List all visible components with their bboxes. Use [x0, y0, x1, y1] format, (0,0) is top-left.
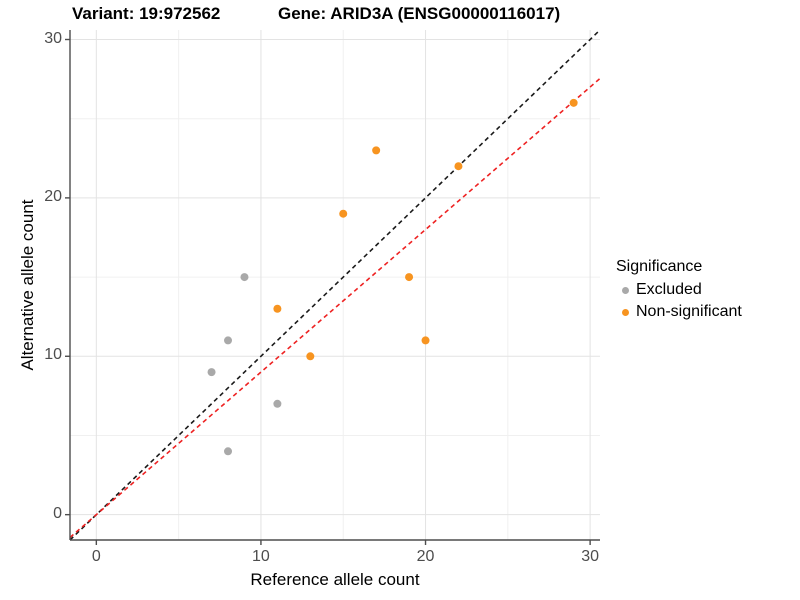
plot-panel — [65, 29, 601, 545]
identity-line — [69, 29, 601, 541]
legend-item: Excluded — [616, 279, 796, 301]
data-point — [273, 399, 282, 408]
variant-title: Variant: 19:972562 — [72, 4, 221, 23]
y-tick-label: 10 — [44, 346, 62, 364]
legend-item-label: Non-significant — [636, 303, 742, 320]
gene-title: Gene: ARID3A (ENSG00000116017) — [278, 4, 561, 23]
legend-key-swatch — [616, 303, 634, 321]
data-point — [372, 146, 381, 155]
legend-key-swatch — [616, 281, 634, 299]
plot-title-group: Variant: 19:972562 Gene: ARID3A (ENSG000… — [0, 0, 800, 30]
y-tick-label: 0 — [53, 504, 62, 522]
data-point — [405, 273, 414, 282]
data-point — [240, 273, 249, 282]
data-point — [569, 98, 578, 107]
fit-line — [69, 77, 601, 539]
data-point — [421, 336, 430, 345]
x-tick-label: 30 — [581, 548, 599, 565]
legend-item: Non-significant — [616, 301, 796, 323]
legend: Significance Excluded Non-significant — [616, 258, 796, 323]
legend-item-label: Excluded — [636, 281, 702, 298]
legend-items: Excluded Non-significant — [616, 279, 796, 323]
legend-dot-icon — [621, 308, 629, 316]
y-axis-title: Alternative allele count — [18, 199, 37, 371]
x-tick-label: 20 — [416, 548, 435, 565]
x-tick-label: 10 — [252, 548, 270, 565]
data-point — [207, 368, 216, 377]
data-point — [454, 162, 463, 171]
data-point — [224, 447, 233, 456]
data-point — [306, 352, 315, 361]
legend-title: Significance — [616, 258, 703, 275]
x-tick-label: 0 — [91, 548, 101, 565]
data-point — [339, 209, 348, 218]
x-axis-title: Reference allele count — [250, 570, 420, 589]
data-point — [273, 304, 282, 313]
legend-dot-icon — [621, 286, 629, 294]
y-tick-label: 30 — [44, 29, 62, 47]
y-tick-label: 20 — [44, 187, 62, 205]
data-point — [224, 336, 233, 345]
